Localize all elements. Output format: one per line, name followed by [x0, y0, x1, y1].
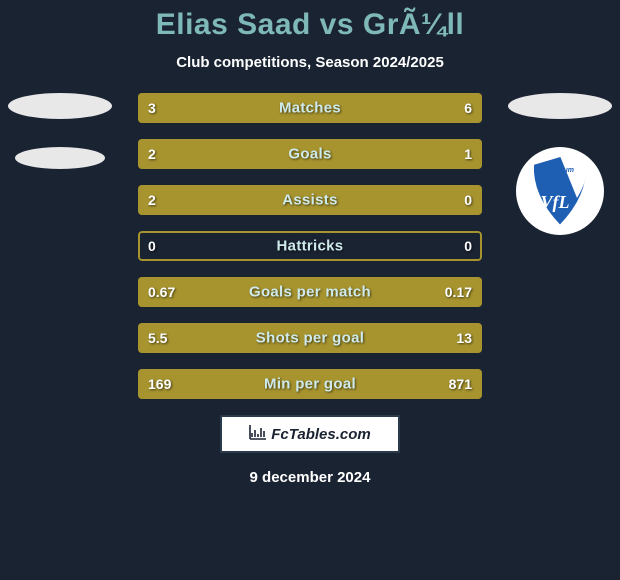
- watermark-text: FcTables.com: [271, 426, 370, 443]
- badge-year-text: 1848: [553, 177, 567, 183]
- bar-left: [138, 139, 368, 169]
- stat-row: 0.67 0.17 Goals per match: [138, 277, 482, 307]
- value-right: 0: [464, 192, 472, 208]
- value-right: 13: [456, 330, 472, 346]
- stat-row: 169 871 Min per goal: [138, 369, 482, 399]
- avatar-placeholder-icon: [8, 93, 112, 119]
- date-text: 9 december 2024: [0, 469, 620, 486]
- right-player-avatar: Bochum 1848 VfL: [500, 93, 620, 235]
- watermark: FcTables.com: [220, 415, 400, 453]
- stat-row: 2 1 Goals: [138, 139, 482, 169]
- stat-label: Matches: [279, 100, 341, 117]
- stat-label: Min per goal: [264, 376, 356, 393]
- badge-initials: VfL: [541, 192, 570, 212]
- stat-label: Hattricks: [277, 238, 344, 255]
- page-title: Elias Saad vs GrÃ¼ll: [0, 0, 620, 42]
- shield-icon: Bochum 1848 VfL: [525, 152, 595, 230]
- value-right: 0: [464, 238, 472, 254]
- stat-label: Goals per match: [249, 284, 371, 301]
- stat-row: 2 0 Assists: [138, 185, 482, 215]
- stat-label: Shots per goal: [256, 330, 364, 347]
- club-badge: Bochum 1848 VfL: [516, 147, 604, 235]
- stat-row: 0 0 Hattricks: [138, 231, 482, 261]
- comparison-chart: Bochum 1848 VfL 3 6 Matches 2 1 Goals 2 0 Assist…: [0, 93, 620, 399]
- value-left: 2: [148, 192, 156, 208]
- value-right: 0.17: [445, 284, 472, 300]
- subtitle: Club competitions, Season 2024/2025: [0, 54, 620, 71]
- avatar-placeholder-icon: [508, 93, 612, 119]
- stat-row: 5.5 13 Shots per goal: [138, 323, 482, 353]
- value-left: 169: [148, 376, 171, 392]
- stat-label: Assists: [282, 192, 337, 209]
- chart-icon: [249, 424, 267, 445]
- badge-top-text: Bochum: [546, 167, 574, 174]
- stat-label: Goals: [288, 146, 331, 163]
- value-left: 2: [148, 146, 156, 162]
- value-right: 1: [464, 146, 472, 162]
- value-right: 871: [449, 376, 472, 392]
- value-left: 0.67: [148, 284, 175, 300]
- value-left: 0: [148, 238, 156, 254]
- value-left: 3: [148, 100, 156, 116]
- stat-rows: 3 6 Matches 2 1 Goals 2 0 Assists 0 0 Hattricks 0.67…: [138, 93, 482, 399]
- value-right: 6: [464, 100, 472, 116]
- left-player-avatar: [0, 93, 120, 169]
- stat-row: 3 6 Matches: [138, 93, 482, 123]
- avatar-placeholder-icon: [15, 147, 105, 169]
- value-left: 5.5: [148, 330, 167, 346]
